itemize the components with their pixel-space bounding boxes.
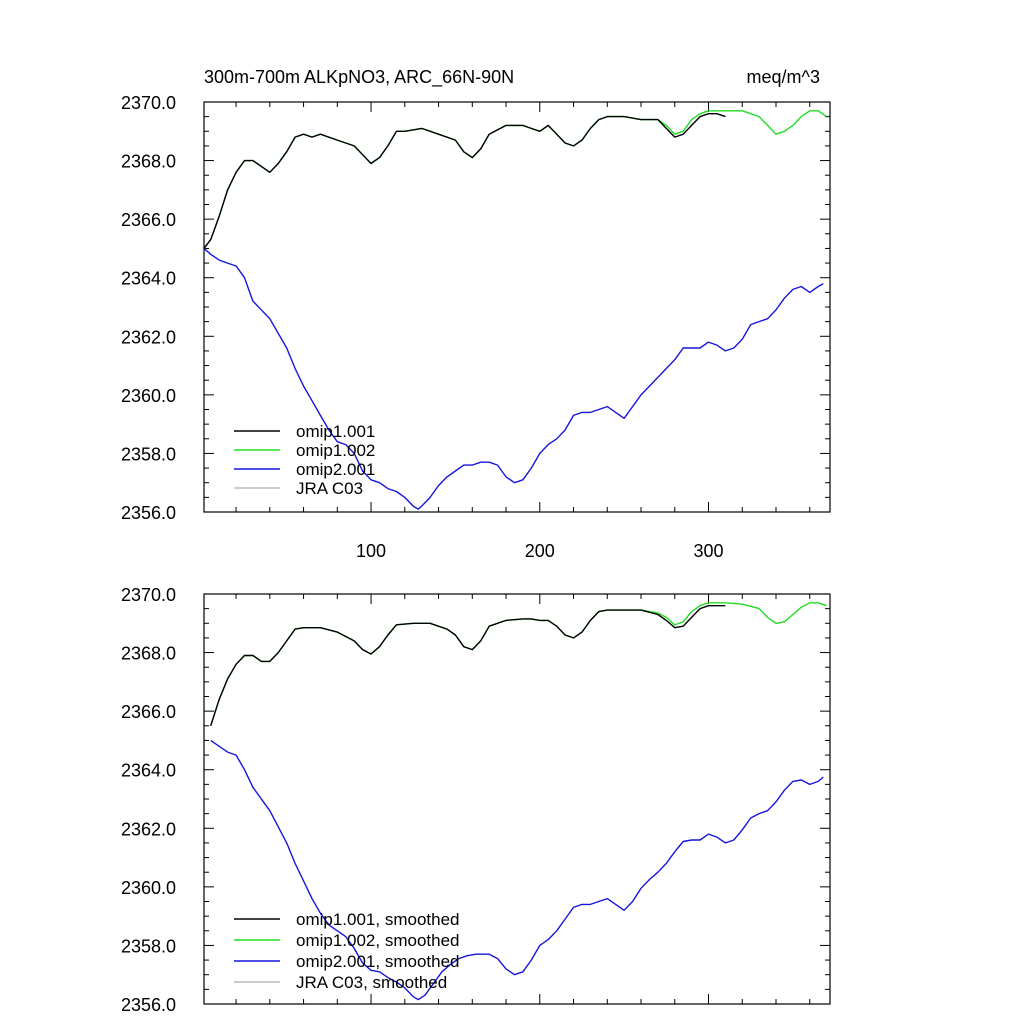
series-line-omip1-001	[204, 113, 726, 249]
legend-label: omip1.001	[296, 422, 375, 441]
legend-label: omip1.002	[296, 441, 375, 460]
x-tick-label: 200	[525, 541, 555, 561]
bottom-panel: 2356.0 2358.0 2360.0 2362.0 2364.0 2366.0 2368…	[121, 585, 831, 1015]
y-tick-label: 2366.0	[121, 702, 176, 722]
series-line-omip2-001	[210, 739, 824, 1001]
y-tick-label: 2356.0	[121, 503, 176, 523]
y-tick-label: 2368.0	[121, 152, 176, 172]
y-tick-label: 2370.0	[121, 93, 176, 113]
legend-label: JRA C03	[296, 479, 363, 498]
series-line-omip1-002	[210, 602, 827, 727]
legend-label: omip1.001, smoothed	[296, 910, 460, 929]
x-tick-label: 300	[693, 541, 723, 561]
legend-label: JRA C03, smoothed	[296, 973, 447, 992]
y-tick-label: 2366.0	[121, 210, 176, 230]
y-tick-label: 2364.0	[121, 269, 176, 289]
chart-units: meq/m^3	[747, 67, 820, 87]
chart-title: 300m-700m ALKpNO3, ARC_66N-90N	[204, 67, 514, 88]
y-tick-label: 2360.0	[121, 386, 176, 406]
series-line-omip1-001	[210, 605, 726, 727]
y-tick-label: 2364.0	[121, 761, 176, 781]
y-tick-label: 2370.0	[121, 585, 176, 605]
series-line-omip2-001	[204, 247, 824, 510]
y-tick-label: 2358.0	[121, 444, 176, 464]
top-panel: 100 200 300 2356.0 2358.0 2360.0 2362.0 2364.0 2…	[121, 93, 831, 561]
x-tick-label: 100	[356, 541, 386, 561]
y-tick-label: 2356.0	[121, 995, 176, 1015]
y-tick-label: 2358.0	[121, 936, 176, 956]
legend-label: omip2.001	[296, 460, 375, 479]
y-tick-label: 2362.0	[121, 327, 176, 347]
legend-label: omip2.001, smoothed	[296, 952, 460, 971]
series-line-omip1-002	[204, 110, 827, 249]
legend-label: omip1.002, smoothed	[296, 931, 460, 950]
y-tick-label: 2368.0	[121, 644, 176, 664]
y-tick-label: 2362.0	[121, 819, 176, 839]
y-tick-label: 2360.0	[121, 878, 176, 898]
